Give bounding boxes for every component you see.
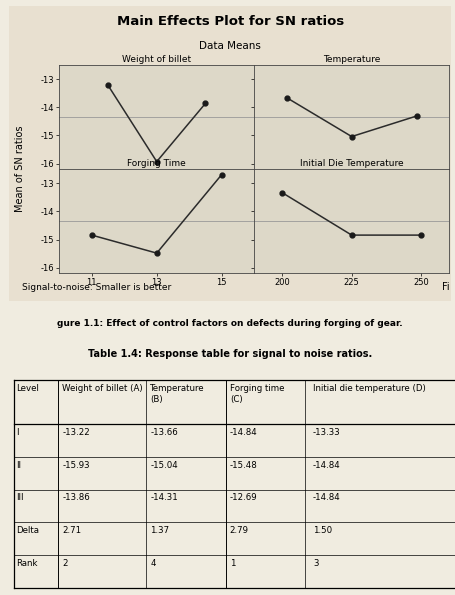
Text: Signal-to-noise: Smaller is better: Signal-to-noise: Smaller is better [22, 283, 171, 292]
Text: -14.84: -14.84 [312, 493, 340, 502]
Text: -15.93: -15.93 [62, 461, 90, 469]
Text: Weight of billet (A): Weight of billet (A) [62, 384, 142, 393]
Text: 2.71: 2.71 [62, 526, 81, 535]
Text: Data Means: Data Means [199, 42, 261, 51]
Text: gure 1.1: Effect of control factors on defects during forging of gear.: gure 1.1: Effect of control factors on d… [57, 320, 402, 328]
Text: -14.84: -14.84 [312, 461, 340, 469]
Text: Table 1.4: Response table for signal to noise ratios.: Table 1.4: Response table for signal to … [88, 349, 372, 359]
Text: -13.33: -13.33 [312, 428, 340, 437]
Text: Initial die temperature (D): Initial die temperature (D) [312, 384, 425, 393]
Text: -12.69: -12.69 [229, 493, 257, 502]
Text: 1.50: 1.50 [312, 526, 331, 535]
Text: Rank: Rank [16, 559, 37, 568]
Text: 1: 1 [229, 559, 235, 568]
Text: Level: Level [16, 384, 39, 393]
Text: -13.22: -13.22 [62, 428, 90, 437]
Text: -15.04: -15.04 [150, 461, 177, 469]
Text: Temperature
(B): Temperature (B) [150, 384, 204, 403]
Text: Mean of SN ratios: Mean of SN ratios [15, 125, 25, 212]
Text: -13.66: -13.66 [150, 428, 177, 437]
Text: Delta: Delta [16, 526, 39, 535]
Text: Forging time
(C): Forging time (C) [229, 384, 284, 403]
Text: III: III [16, 493, 23, 502]
Text: 2.79: 2.79 [229, 526, 248, 535]
Text: -14.31: -14.31 [150, 493, 177, 502]
Text: 3: 3 [312, 559, 318, 568]
Title: Initial Die Temperature: Initial Die Temperature [299, 159, 403, 168]
Title: Weight of billet: Weight of billet [122, 55, 191, 64]
Title: Temperature: Temperature [322, 55, 379, 64]
Title: Forging Time: Forging Time [127, 159, 186, 168]
Text: Fi: Fi [440, 283, 448, 292]
Text: 1.37: 1.37 [150, 526, 169, 535]
Text: -15.48: -15.48 [229, 461, 257, 469]
Text: -13.86: -13.86 [62, 493, 90, 502]
Text: I: I [16, 428, 18, 437]
Text: Main Effects Plot for SN ratios: Main Effects Plot for SN ratios [116, 15, 343, 28]
Text: -14.84: -14.84 [229, 428, 257, 437]
Text: 4: 4 [150, 559, 155, 568]
Text: 2: 2 [62, 559, 67, 568]
Text: II: II [16, 461, 21, 469]
